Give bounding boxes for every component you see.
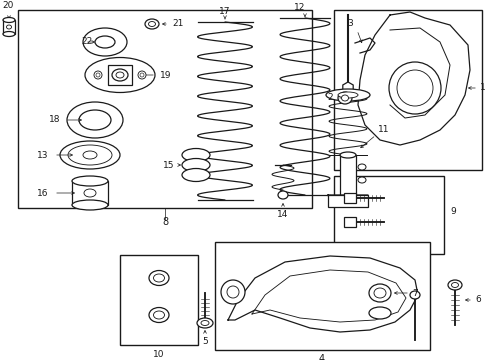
Ellipse shape <box>409 291 419 299</box>
Ellipse shape <box>112 69 128 81</box>
Ellipse shape <box>325 89 369 101</box>
Text: 20: 20 <box>2 1 14 10</box>
Ellipse shape <box>373 288 385 298</box>
Bar <box>343 217 355 227</box>
Bar <box>343 193 355 203</box>
Ellipse shape <box>3 18 15 22</box>
Ellipse shape <box>85 58 155 93</box>
Ellipse shape <box>95 36 115 48</box>
Bar <box>333 176 443 254</box>
Text: 13: 13 <box>37 150 48 159</box>
Bar <box>333 10 481 170</box>
Ellipse shape <box>153 274 164 282</box>
Text: 17: 17 <box>219 7 230 16</box>
Ellipse shape <box>67 102 123 138</box>
Ellipse shape <box>221 280 244 304</box>
Text: 11: 11 <box>377 126 389 135</box>
Ellipse shape <box>79 110 111 130</box>
Ellipse shape <box>368 307 390 319</box>
Text: 6: 6 <box>474 296 480 305</box>
Ellipse shape <box>140 73 143 77</box>
Ellipse shape <box>138 71 146 79</box>
Ellipse shape <box>226 286 239 298</box>
Text: 10: 10 <box>153 350 164 359</box>
Text: 18: 18 <box>48 116 60 125</box>
Ellipse shape <box>116 72 124 78</box>
Ellipse shape <box>368 284 390 302</box>
Ellipse shape <box>60 141 120 169</box>
Text: 2: 2 <box>326 94 332 103</box>
Ellipse shape <box>3 31 15 36</box>
Text: 7: 7 <box>411 288 417 297</box>
Ellipse shape <box>145 19 159 29</box>
Text: 1: 1 <box>479 84 485 93</box>
Ellipse shape <box>153 311 164 319</box>
Text: 3: 3 <box>346 19 352 28</box>
Ellipse shape <box>149 270 169 285</box>
Ellipse shape <box>396 70 432 106</box>
Ellipse shape <box>182 158 209 171</box>
Ellipse shape <box>357 164 365 170</box>
Ellipse shape <box>84 189 96 197</box>
Ellipse shape <box>83 151 97 159</box>
Ellipse shape <box>149 307 169 323</box>
Ellipse shape <box>339 152 355 158</box>
Ellipse shape <box>182 148 209 162</box>
Ellipse shape <box>197 318 213 328</box>
Text: 4: 4 <box>318 354 325 360</box>
Ellipse shape <box>68 145 112 165</box>
Ellipse shape <box>278 191 287 199</box>
Ellipse shape <box>96 73 100 77</box>
Bar <box>18 10 311 208</box>
Ellipse shape <box>72 176 108 186</box>
Text: 19: 19 <box>160 71 171 80</box>
Bar <box>108 65 132 85</box>
Ellipse shape <box>447 280 461 290</box>
Text: 8: 8 <box>162 217 168 227</box>
Ellipse shape <box>341 95 348 101</box>
Text: 22: 22 <box>81 37 93 46</box>
Ellipse shape <box>201 320 208 325</box>
Ellipse shape <box>450 283 458 288</box>
Text: 12: 12 <box>294 3 305 12</box>
Text: 14: 14 <box>277 210 288 219</box>
Ellipse shape <box>6 25 12 29</box>
Text: 16: 16 <box>37 189 48 198</box>
Ellipse shape <box>337 92 351 104</box>
Ellipse shape <box>83 28 127 56</box>
Text: 5: 5 <box>202 337 207 346</box>
Ellipse shape <box>357 177 365 183</box>
Bar <box>327 195 367 207</box>
Ellipse shape <box>182 168 209 181</box>
Ellipse shape <box>388 62 440 114</box>
Ellipse shape <box>94 71 102 79</box>
Ellipse shape <box>148 22 155 27</box>
Bar <box>120 255 198 345</box>
Ellipse shape <box>337 92 357 98</box>
Bar <box>215 242 429 350</box>
Bar <box>72 181 108 205</box>
Bar <box>3 20 15 34</box>
Text: 21: 21 <box>172 19 183 28</box>
Text: 9: 9 <box>449 207 455 216</box>
Ellipse shape <box>72 200 108 210</box>
Text: 15: 15 <box>162 161 174 170</box>
Polygon shape <box>342 82 352 94</box>
Bar <box>339 155 355 195</box>
